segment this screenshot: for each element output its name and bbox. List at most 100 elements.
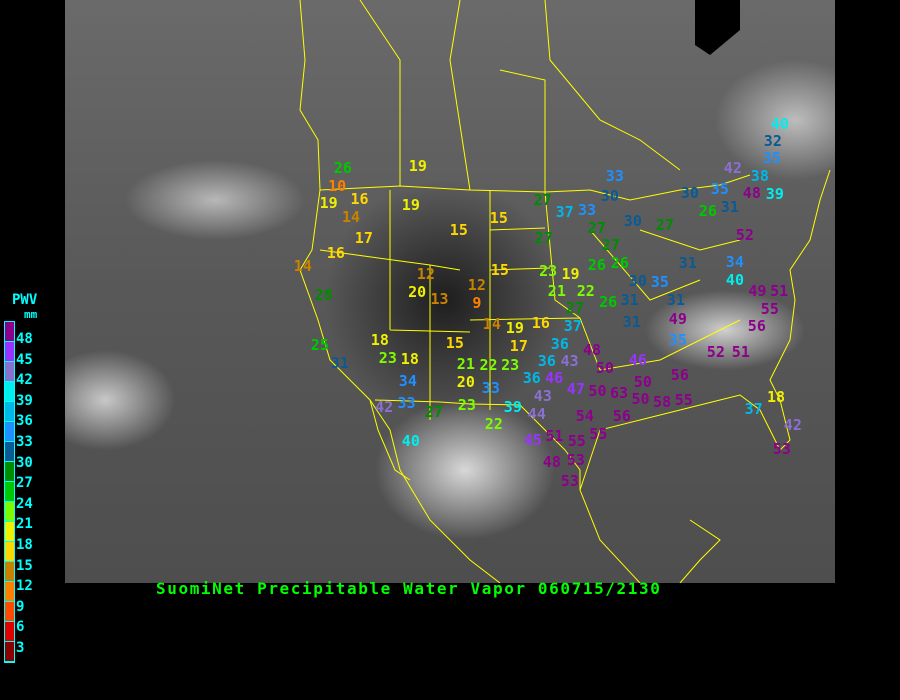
colorbar-segment (5, 322, 14, 342)
station-pwv-label: 31 (330, 353, 349, 372)
station-pwv-label: 17 (354, 228, 373, 247)
station-pwv-label: 52 (706, 342, 725, 361)
baja (369, 399, 411, 481)
station-pwv-label: 19 (505, 319, 524, 337)
station-pwv-label: 30 (680, 183, 699, 202)
station-pwv-label: 35 (650, 272, 669, 291)
station-pwv-label: 35 (762, 149, 781, 168)
station-pwv-label: 18 (370, 331, 389, 349)
station-pwv-label: 27 (565, 299, 584, 318)
station-pwv-label: 40 (401, 431, 420, 450)
station-pwv-label: 18 (767, 387, 786, 406)
station-pwv-label: 38 (750, 166, 769, 185)
station-pwv-label: 26 (610, 254, 629, 273)
station-pwv-label: 31 (678, 253, 697, 272)
station-pwv-label: 27 (533, 190, 552, 209)
station-pwv-label: 21 (456, 354, 475, 373)
station-pwv-label: 55 (674, 390, 693, 409)
state-lines (319, 190, 741, 420)
station-pwv-label: 14 (293, 256, 312, 275)
station-pwv-label: 50 (633, 372, 652, 391)
station-pwv-label: 31 (666, 290, 685, 309)
station-pwv-label: 46 (628, 350, 647, 369)
station-pwv-label: 55 (589, 424, 608, 443)
colorbar-segment (5, 382, 14, 402)
station-pwv-label: 19 (408, 156, 427, 175)
station-pwv-label: 33 (397, 393, 416, 412)
station-pwv-label: 30 (628, 271, 647, 290)
station-pwv-label: 31 (620, 290, 639, 309)
colorbar-segment (5, 502, 14, 522)
station-pwv-label: 19 (561, 264, 580, 283)
colorbar-tick: 39 (16, 392, 33, 409)
station-pwv-label: 40 (725, 271, 744, 289)
station-pwv-label: 34 (398, 371, 417, 390)
station-pwv-label: 15 (489, 208, 508, 227)
station-pwv-label: 15 (490, 260, 509, 279)
station-pwv-label: 35 (710, 179, 729, 198)
station-pwv-label: 30 (600, 186, 619, 205)
station-pwv-label: 13 (430, 289, 449, 308)
station-pwv-label: 17 (509, 337, 528, 355)
station-pwv-label: 52 (735, 225, 754, 244)
station-pwv-label: 35 (668, 330, 687, 349)
station-pwv-label: 36 (522, 369, 541, 388)
station-pwv-label: 56 (747, 316, 766, 335)
station-pwv-label: 39 (765, 184, 784, 203)
colorbar-segment (5, 442, 14, 462)
colorbar-tick: 6 (16, 619, 25, 636)
station-pwv-label: 22 (576, 282, 595, 301)
station-pwv-label: 53 (566, 450, 585, 469)
station-pwv-label: 14 (342, 207, 361, 226)
station-pwv-label: 49 (748, 281, 767, 300)
station-pwv-label: 51 (770, 281, 789, 300)
station-pwv-label: 55 (760, 299, 779, 318)
station-pwv-label: 27 (601, 236, 620, 255)
station-pwv-label: 51 (731, 342, 750, 361)
station-pwv-label: 27 (655, 215, 674, 234)
colorbar-segment (5, 622, 14, 642)
station-pwv-label: 12 (416, 264, 435, 283)
station-pwv-label: 40 (770, 114, 789, 133)
station-pwv-label: 56 (612, 406, 631, 425)
canada-border (319, 174, 751, 201)
station-pwv-label: 43 (560, 352, 579, 371)
station-pwv-label: 18 (400, 349, 419, 368)
station-pwv-label: 19 (319, 194, 338, 212)
station-pwv-label: 30 (623, 211, 642, 230)
station-pwv-label: 32 (763, 131, 782, 150)
station-pwv-label: 26 (698, 201, 717, 220)
station-pwv-label: 26 (599, 292, 618, 311)
station-pwv-label: 49 (668, 309, 687, 328)
station-pwv-label: 16 (531, 313, 550, 332)
station-pwv-label: 48 (742, 184, 761, 203)
station-pwv-label: 15 (445, 333, 464, 352)
station-pwv-label: 21 (547, 282, 566, 301)
colorbar-tick: 45 (16, 351, 33, 368)
station-pwv-label: 12 (467, 275, 486, 294)
station-pwv-label: 22 (479, 355, 498, 374)
station-pwv-label: 31 (622, 312, 641, 331)
station-pwv-label: 20 (408, 282, 427, 301)
mexico-border (374, 399, 566, 451)
station-pwv-label: 23 (539, 261, 558, 280)
station-pwv-label: 9 (472, 293, 482, 312)
station-pwv-label: 63 (610, 383, 629, 402)
station-pwv-label: 42 (375, 397, 394, 416)
colorbar-segment (5, 542, 14, 562)
station-pwv-label: 53 (560, 471, 579, 490)
station-pwv-label: 31 (720, 197, 739, 216)
station-pwv-label: 48 (583, 341, 602, 359)
station-pwv-label: 33 (605, 166, 624, 185)
station-pwv-label: 22 (484, 414, 503, 433)
colorbar-segment (5, 462, 14, 482)
colorbar-segment (5, 362, 14, 382)
station-pwv-label: 36 (537, 351, 556, 370)
legend-title: PWV (12, 292, 38, 308)
station-pwv-label: 27 (587, 218, 606, 237)
station-pwv-label: 23 (457, 395, 476, 414)
station-pwv-label: 27 (534, 228, 553, 247)
colorbar-segment (5, 422, 14, 442)
colorbar-tick: 15 (16, 557, 33, 574)
colorbar (4, 321, 15, 663)
